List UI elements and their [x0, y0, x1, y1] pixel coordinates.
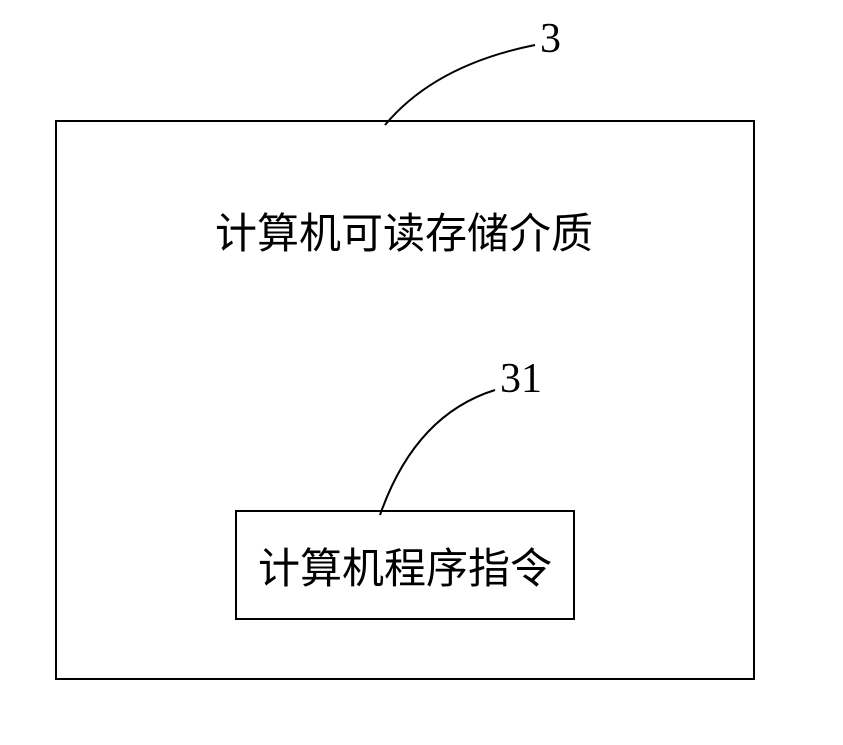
inner-lead-line — [375, 380, 575, 540]
outer-lead-line — [380, 30, 580, 150]
outer-box-label: 计算机可读存储介质 — [215, 200, 593, 261]
diagram-canvas: 计算机可读存储介质 3 计算机程序指令 31 — [0, 0, 843, 745]
inner-box-label: 计算机程序指令 — [258, 535, 552, 596]
